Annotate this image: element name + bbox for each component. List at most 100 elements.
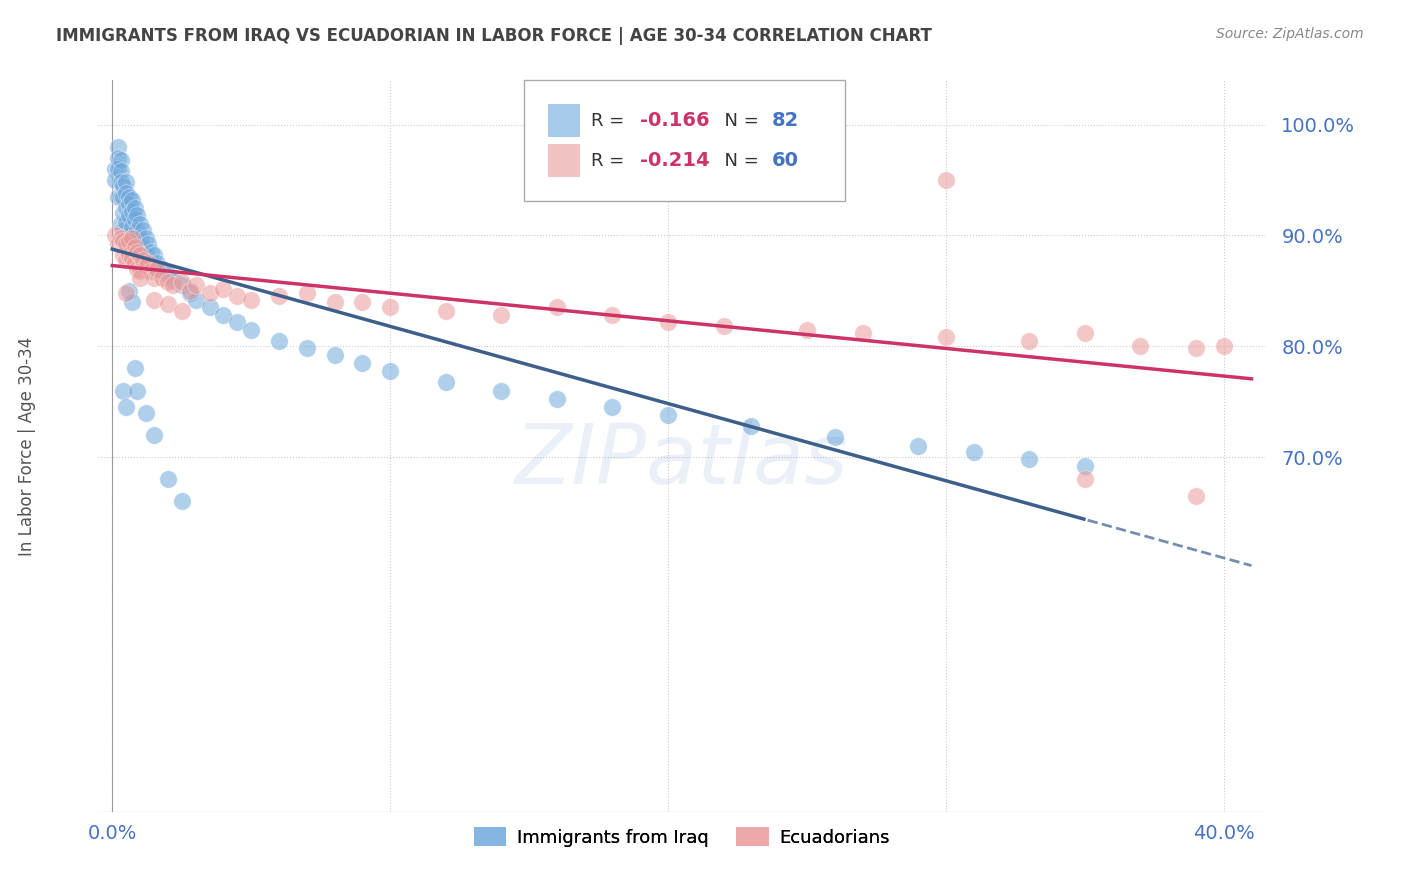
Point — [107, 189, 129, 203]
Point — [380, 364, 402, 378]
Point — [127, 239, 149, 253]
Point — [107, 237, 129, 252]
Point — [1074, 472, 1097, 486]
Point — [295, 286, 318, 301]
Point — [118, 197, 141, 211]
Point — [112, 206, 135, 220]
Point — [150, 261, 173, 276]
Point — [129, 248, 152, 262]
Point — [121, 251, 143, 265]
Point — [170, 303, 193, 318]
Point — [107, 140, 129, 154]
Point — [962, 444, 984, 458]
Point — [124, 230, 146, 244]
Point — [150, 270, 173, 285]
Point — [198, 301, 221, 315]
Point — [129, 230, 152, 244]
Point — [115, 175, 138, 189]
Point — [104, 161, 127, 176]
Point — [138, 237, 160, 252]
Text: R =: R = — [591, 152, 630, 169]
Point — [143, 293, 166, 307]
Point — [491, 384, 513, 398]
Point — [124, 201, 146, 215]
Point — [143, 261, 166, 276]
Point — [657, 408, 679, 422]
Text: -0.166: -0.166 — [640, 111, 710, 130]
Point — [127, 261, 149, 276]
Point — [179, 284, 201, 298]
Point — [352, 356, 374, 370]
Point — [138, 256, 160, 270]
Point — [112, 178, 135, 193]
Point — [267, 334, 290, 348]
Text: IMMIGRANTS FROM IRAQ VS ECUADORIAN IN LABOR FORCE | AGE 30-34 CORRELATION CHART: IMMIGRANTS FROM IRAQ VS ECUADORIAN IN LA… — [56, 27, 932, 45]
Point — [127, 223, 149, 237]
Point — [121, 230, 143, 244]
Point — [240, 293, 263, 307]
Point — [110, 164, 132, 178]
Point — [1074, 326, 1097, 340]
Point — [146, 256, 169, 270]
Point — [121, 294, 143, 309]
Point — [226, 315, 249, 329]
Point — [141, 264, 163, 278]
Point — [156, 297, 179, 311]
Point — [491, 308, 513, 322]
Point — [1185, 489, 1208, 503]
Point — [226, 289, 249, 303]
Point — [546, 392, 568, 407]
Point — [184, 278, 207, 293]
Point — [118, 209, 141, 223]
Point — [907, 439, 929, 453]
Text: Source: ZipAtlas.com: Source: ZipAtlas.com — [1216, 27, 1364, 41]
Point — [115, 215, 138, 229]
Point — [212, 282, 235, 296]
Text: ZIPatlas: ZIPatlas — [515, 420, 849, 501]
Point — [740, 419, 762, 434]
Point — [112, 384, 135, 398]
Point — [796, 323, 818, 337]
Point — [240, 323, 263, 337]
Point — [135, 248, 157, 262]
Point — [132, 223, 155, 237]
Point — [156, 472, 179, 486]
Point — [110, 189, 132, 203]
Point — [129, 264, 152, 278]
Legend: Immigrants from Iraq, Ecuadorians: Immigrants from Iraq, Ecuadorians — [467, 820, 897, 854]
Point — [380, 301, 402, 315]
Y-axis label: In Labor Force | Age 30-34: In Labor Force | Age 30-34 — [18, 336, 37, 556]
Point — [935, 330, 957, 344]
Point — [602, 401, 624, 415]
Text: R =: R = — [591, 112, 630, 129]
Point — [115, 237, 138, 252]
Point — [143, 248, 166, 262]
Point — [352, 294, 374, 309]
Point — [127, 384, 149, 398]
Point — [110, 175, 132, 189]
Point — [156, 275, 179, 289]
Point — [118, 284, 141, 298]
Point — [1018, 452, 1040, 467]
Point — [121, 193, 143, 207]
Point — [1074, 458, 1097, 473]
FancyBboxPatch shape — [524, 80, 845, 201]
Point — [118, 189, 141, 203]
Point — [135, 230, 157, 244]
Point — [179, 286, 201, 301]
Point — [546, 301, 568, 315]
Point — [1185, 342, 1208, 356]
Point — [135, 406, 157, 420]
Point — [132, 252, 155, 267]
Point — [124, 211, 146, 226]
Point — [129, 270, 152, 285]
Point — [129, 218, 152, 232]
Point — [1212, 339, 1234, 353]
Point — [115, 401, 138, 415]
Point — [115, 186, 138, 201]
Point — [129, 248, 152, 262]
Bar — [548, 104, 581, 137]
Point — [110, 153, 132, 167]
Point — [112, 223, 135, 237]
Point — [127, 245, 149, 260]
